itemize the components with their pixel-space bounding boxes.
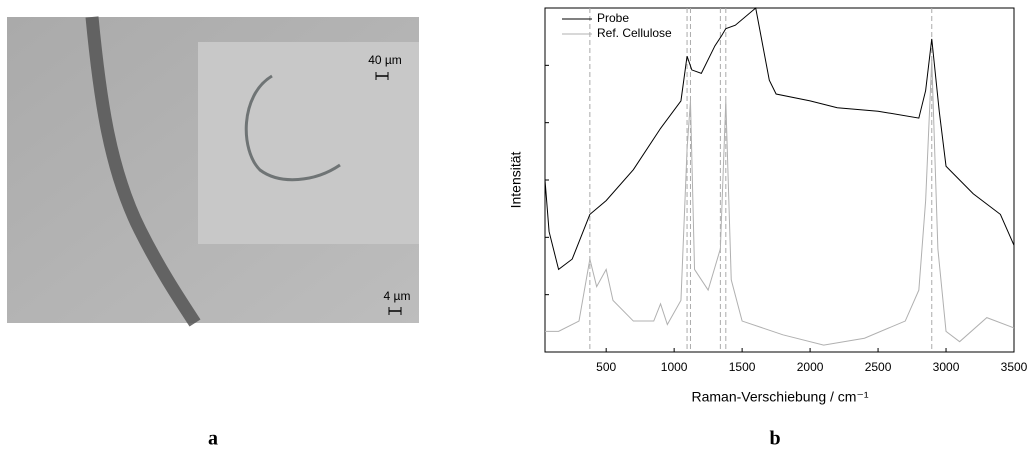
x-tick-label: 2000 [797,360,824,374]
micrograph: 40 µm 4 µm [7,16,419,327]
x-tick-label: 1500 [729,360,756,374]
series-line [545,59,1015,346]
scale-label: 40 µm [368,53,402,67]
plot-frame [544,7,1015,353]
y-axis-label: Intensität [508,151,524,208]
caption: a [208,428,218,450]
caption: b [769,428,780,450]
x-tick-label: 1000 [661,360,688,374]
legend-label: Probe [597,11,629,25]
legend-label: Ref. Cellulose [597,26,672,40]
scale-label: 4 µm [384,289,411,303]
series-line [544,7,1015,271]
x-tick-label: 3500 [1001,360,1028,374]
x-tick-label: 500 [596,360,616,374]
x-axis-label: Raman-Verschiebung / cm⁻¹ [691,389,868,405]
x-tick-label: 3000 [933,360,960,374]
x-tick-label: 2500 [865,360,892,374]
